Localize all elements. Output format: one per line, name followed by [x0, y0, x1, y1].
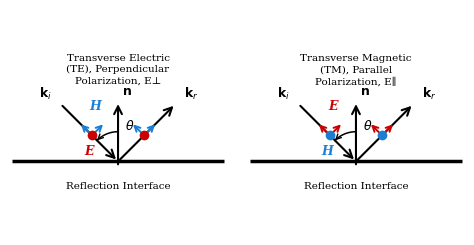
Text: Reflection Interface: Reflection Interface — [304, 182, 408, 191]
Text: $\mathbf{k}_r$: $\mathbf{k}_r$ — [184, 86, 199, 102]
Text: H: H — [321, 145, 333, 158]
Text: H: H — [89, 100, 100, 113]
Text: $\theta$: $\theta$ — [363, 119, 373, 133]
Text: Transverse Electric
(TE), Perpendicular
Polarization, E⊥: Transverse Electric (TE), Perpendicular … — [66, 54, 170, 86]
Text: $\mathbf{k}_i$: $\mathbf{k}_i$ — [39, 86, 52, 102]
Text: $\mathbf{n}$: $\mathbf{n}$ — [359, 86, 369, 98]
Text: E: E — [84, 145, 94, 158]
Text: E: E — [328, 100, 337, 113]
Text: $\mathbf{n}$: $\mathbf{n}$ — [121, 86, 131, 98]
Text: Transverse Magnetic
(TM), Parallel
Polarization, E∥: Transverse Magnetic (TM), Parallel Polar… — [300, 54, 412, 86]
Text: $\mathbf{k}_i$: $\mathbf{k}_i$ — [277, 86, 290, 102]
Text: Reflection Interface: Reflection Interface — [66, 182, 170, 191]
Text: $\theta$: $\theta$ — [125, 119, 135, 133]
Text: $\mathbf{k}_r$: $\mathbf{k}_r$ — [422, 86, 437, 102]
